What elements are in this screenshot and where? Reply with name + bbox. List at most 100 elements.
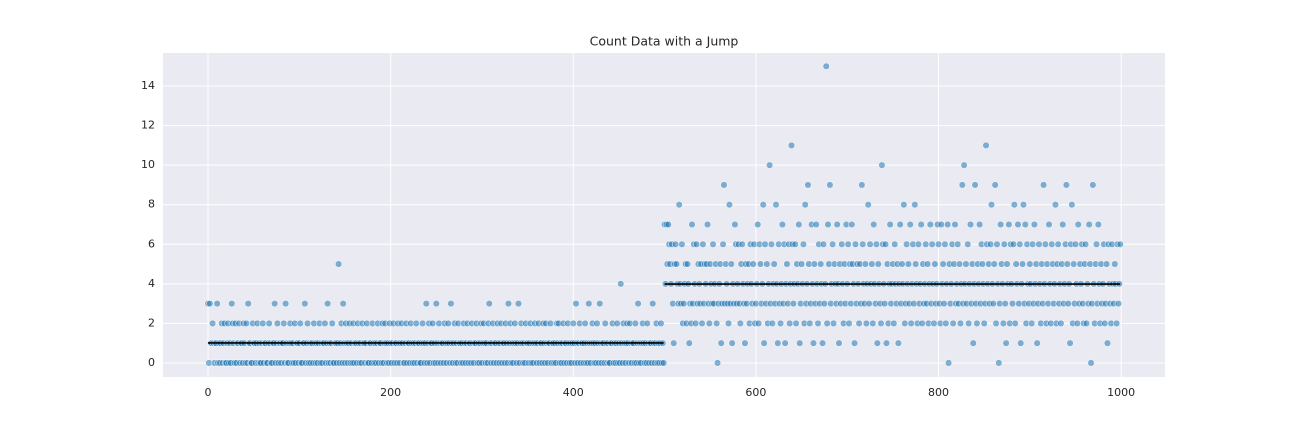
point <box>213 300 221 308</box>
point <box>304 319 312 327</box>
point <box>926 220 934 229</box>
y-tick-label: 6 <box>148 237 155 250</box>
point <box>1012 260 1020 268</box>
point <box>941 240 949 248</box>
labels: 0 2 4 6 8 10 12 14 0 200 400 600 800 1000 <box>141 79 1135 399</box>
point <box>954 240 962 248</box>
point <box>1074 220 1082 229</box>
point <box>432 300 440 308</box>
point <box>997 220 1005 229</box>
point <box>844 240 852 248</box>
point <box>259 319 267 327</box>
point <box>993 240 1001 248</box>
point <box>955 260 964 268</box>
point <box>738 240 746 248</box>
point <box>864 201 872 209</box>
point <box>713 319 721 327</box>
point <box>877 319 885 327</box>
point <box>989 300 997 308</box>
point <box>894 339 902 347</box>
point <box>280 319 288 327</box>
point <box>585 300 593 308</box>
point <box>855 319 863 327</box>
point <box>882 240 890 248</box>
point <box>1068 201 1076 209</box>
point <box>720 181 728 189</box>
point <box>719 240 727 248</box>
point <box>795 220 803 229</box>
point <box>814 319 822 327</box>
point <box>714 359 722 367</box>
point <box>657 319 665 327</box>
point <box>692 319 700 327</box>
point <box>829 240 837 248</box>
point <box>1001 300 1009 308</box>
point <box>756 260 765 268</box>
point <box>1033 339 1041 347</box>
point <box>940 300 948 308</box>
point <box>514 300 523 308</box>
point <box>937 220 945 229</box>
point <box>511 319 519 327</box>
point <box>1114 300 1122 308</box>
point <box>485 300 493 308</box>
point <box>596 300 604 308</box>
point <box>829 319 838 327</box>
point <box>778 220 786 229</box>
point <box>736 319 744 327</box>
point <box>806 319 814 327</box>
point <box>969 339 977 347</box>
point <box>851 240 859 248</box>
point <box>643 319 651 327</box>
point <box>705 319 713 327</box>
point <box>869 319 877 327</box>
point <box>419 319 427 327</box>
point <box>1030 220 1038 229</box>
point <box>1092 240 1101 248</box>
point <box>820 300 828 308</box>
point <box>991 181 999 189</box>
point <box>228 300 236 308</box>
point <box>675 201 683 209</box>
point <box>1029 240 1037 248</box>
point <box>786 319 794 327</box>
point <box>992 319 1000 327</box>
point <box>1008 300 1017 308</box>
point <box>886 220 894 229</box>
point <box>777 319 785 327</box>
point <box>819 240 828 248</box>
point <box>1003 260 1011 268</box>
point <box>845 319 853 327</box>
point <box>903 240 911 248</box>
point <box>912 260 920 268</box>
point <box>678 240 686 248</box>
point <box>819 339 827 347</box>
point <box>904 260 912 268</box>
point <box>672 240 680 248</box>
point <box>781 339 789 347</box>
point <box>796 339 804 347</box>
point <box>1011 319 1019 327</box>
point <box>801 201 809 209</box>
point <box>791 240 799 248</box>
point <box>812 220 820 229</box>
point <box>206 300 214 308</box>
point <box>833 220 841 229</box>
point <box>896 220 904 229</box>
point <box>271 300 279 308</box>
point <box>324 300 332 308</box>
point <box>824 220 832 229</box>
point <box>1026 260 1034 268</box>
point <box>783 260 791 268</box>
point <box>693 240 701 248</box>
point <box>1057 319 1065 327</box>
point <box>1051 201 1059 209</box>
point <box>754 220 762 229</box>
point <box>976 220 984 229</box>
point <box>817 260 825 268</box>
point <box>613 319 621 327</box>
point <box>242 319 250 327</box>
point <box>990 260 998 268</box>
y-tick-label: 0 <box>148 356 155 369</box>
point <box>670 339 678 347</box>
